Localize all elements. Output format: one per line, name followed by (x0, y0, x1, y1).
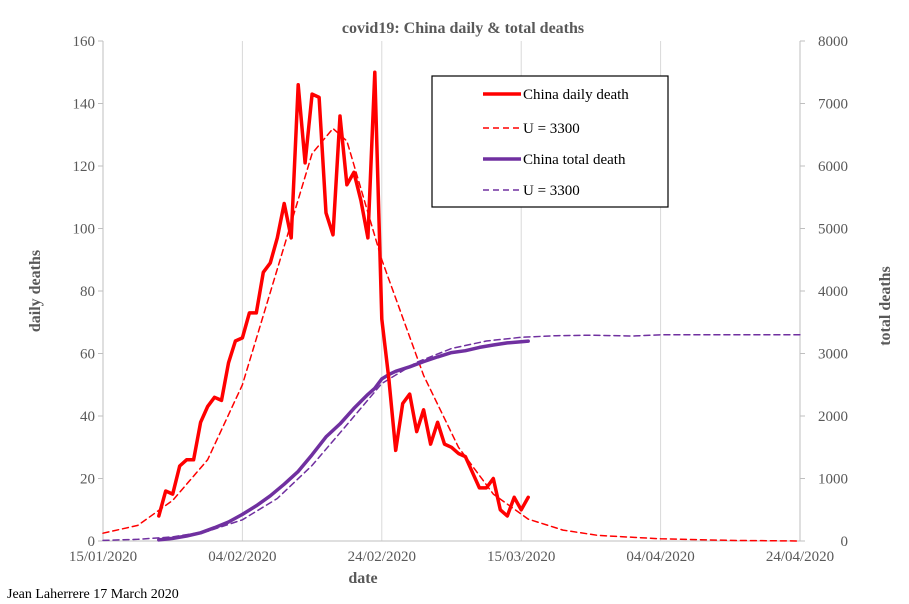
y-right-tick-label: 8000 (818, 34, 848, 50)
author-credit: Jean Laherrere 17 March 2020 (7, 587, 179, 602)
legend-box (431, 75, 669, 208)
legend-items: China daily death U = 3300 China total dea… (483, 87, 629, 199)
legend-label: U = 3300 (523, 121, 580, 137)
y-right-tick-label: 0 (841, 534, 849, 550)
y-left-tick-label: 160 (73, 34, 96, 50)
y-left-tick-label: 120 (73, 159, 96, 175)
x-axis-title: date (348, 570, 377, 587)
y-right-tick-label: 3000 (818, 347, 848, 363)
y-left-tick-label: 140 (73, 97, 96, 113)
axis-layer: 15/01/2020 04/02/2020 24/02/2020 15/03/2020… (69, 34, 848, 565)
y-left-tick-label: 60 (80, 347, 95, 363)
y-right-tick-label: 1000 (818, 472, 848, 488)
chart-title: covid19: China daily & total deaths (342, 20, 584, 37)
y-left-tick-label: 40 (80, 409, 95, 425)
y-left-tick-label: 0 (88, 534, 96, 550)
y-right-tick-label: 2000 (818, 409, 848, 425)
legend-label: China total death (523, 152, 626, 168)
legend-label: China daily death (523, 87, 629, 103)
y-axis-left-title: daily deaths (27, 250, 44, 332)
series-layer (102, 70, 801, 542)
y-axis-right-title: total deaths (877, 266, 894, 346)
series-line-u-3300-right-fit (102, 334, 801, 542)
x-tick-label: 04/04/2020 (626, 549, 694, 565)
legend: China daily death U = 3300 China total dea… (431, 75, 669, 208)
legend-label: U = 3300 (523, 183, 580, 199)
y-right-tick-label: 5000 (818, 222, 848, 238)
y-left-tick-label: 100 (73, 222, 96, 238)
x-tick-label: 24/02/2020 (348, 549, 416, 565)
x-tick-label: 15/03/2020 (487, 549, 555, 565)
x-tick-label: 04/02/2020 (208, 549, 276, 565)
x-tick-label: 24/04/2020 (766, 549, 834, 565)
y-right-tick-label: 4000 (818, 284, 848, 300)
x-tick-label: 15/01/2020 (69, 549, 137, 565)
y-right-tick-label: 6000 (818, 159, 848, 175)
y-right-tick-label: 7000 (818, 97, 848, 113)
y-left-tick-label: 20 (80, 472, 95, 488)
series-line-china-daily-death (157, 70, 530, 518)
series-line-china-total-death (157, 339, 530, 542)
y-left-tick-label: 80 (80, 284, 95, 300)
